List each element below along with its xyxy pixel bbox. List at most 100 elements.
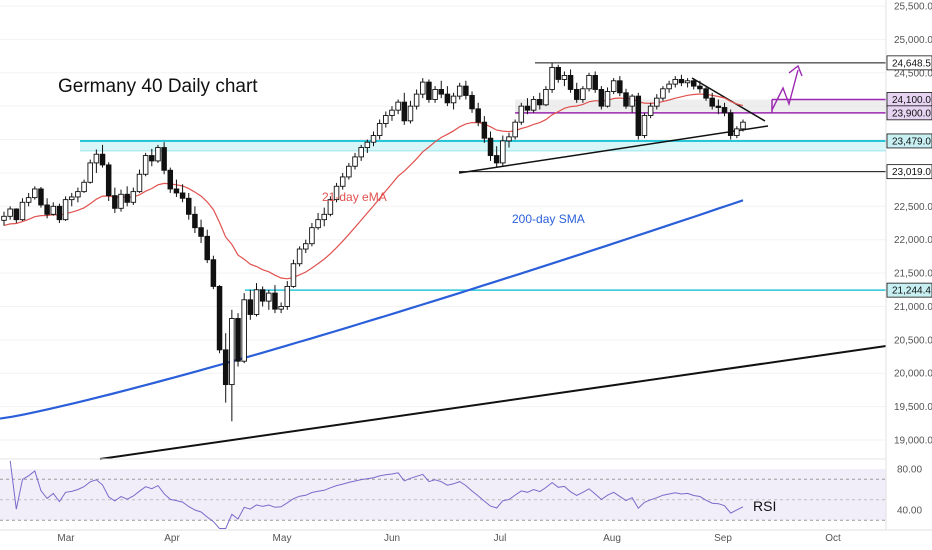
candle-body: [50, 205, 57, 215]
candle-body: [481, 121, 488, 139]
candle-body: [155, 147, 161, 162]
candle-body: [734, 128, 740, 136]
candle-body: [339, 176, 346, 187]
rsi-line: [9, 460, 744, 529]
candle-body: [247, 299, 254, 315]
candle-body: [592, 74, 598, 90]
price-tick-label: 21,500.0: [894, 269, 932, 280]
candle-body: [352, 156, 358, 167]
price-tick-label: 25,500.0: [894, 2, 932, 13]
candle-body: [216, 285, 223, 351]
support-zone: [80, 140, 886, 151]
candle-body: [561, 74, 568, 80]
candle-body: [173, 188, 180, 194]
price-level-tag-label: 24,648.5: [892, 58, 931, 69]
candle-body: [32, 188, 38, 199]
candle-body: [99, 153, 106, 166]
candle-body: [56, 205, 63, 221]
sma-label: 200-day SMA: [512, 212, 585, 226]
candle-body: [580, 88, 586, 100]
candle-body: [684, 80, 691, 84]
candle-body: [518, 105, 525, 123]
candle-body: [598, 89, 605, 107]
candle-body: [327, 199, 334, 215]
candle-body: [204, 235, 210, 261]
candle-body: [44, 204, 50, 215]
price-level-tag: [886, 164, 932, 180]
candle-body: [690, 80, 697, 87]
price-level-tag: [886, 105, 932, 121]
candle-body: [149, 155, 155, 162]
candle-body: [432, 89, 438, 100]
price-level-tags: 24,648.5 24,100.0 23,900.0 23,479.0 23,019.0…: [886, 55, 932, 298]
candle-body: [222, 349, 229, 386]
candle-body: [235, 318, 241, 362]
candle-body: [142, 155, 149, 175]
falling-resistance-trendline: [691, 77, 766, 122]
candle-body: [75, 191, 81, 198]
price-level-tag-label: 23,900.0: [892, 108, 931, 119]
month-label: Aug: [603, 533, 621, 544]
month-label: Mar: [57, 533, 75, 544]
candle-body: [426, 81, 432, 100]
candle-body: [321, 213, 327, 221]
candle-body: [407, 105, 414, 122]
time-axis[interactable]: Mar Apr May Jun Jul Aug Sep Oct: [0, 529, 932, 544]
sma-200-layer: [0, 199, 744, 420]
month-label: Apr: [164, 533, 180, 544]
candle-body: [333, 185, 340, 201]
candle-body: [512, 121, 518, 138]
candle-body: [290, 263, 297, 287]
candle-body: [130, 191, 137, 203]
candle-body: [370, 135, 377, 143]
candle-body: [493, 155, 500, 164]
candle-body: [7, 208, 13, 217]
candle-body: [487, 137, 494, 157]
candle-body: [438, 89, 444, 95]
candle-body: [740, 121, 746, 130]
candle-body: [278, 306, 284, 310]
candle-body: [715, 105, 722, 108]
trendlines: [99, 64, 887, 460]
rising-support-trendline: [458, 125, 769, 174]
candle-body: [395, 101, 401, 111]
price-grid: [0, 5, 886, 441]
candle-body: [709, 97, 715, 107]
long-trendline: [99, 345, 887, 460]
candle-body: [629, 95, 635, 107]
candle-body: [641, 115, 648, 136]
month-label: Jun: [384, 533, 400, 544]
ema-label: 21-day eMA: [322, 190, 387, 204]
candle-body: [25, 197, 32, 203]
candle-body: [81, 181, 87, 193]
candle-body: [303, 243, 309, 250]
month-label: Jul: [494, 533, 507, 544]
candle-body: [1, 215, 7, 221]
candle-body: [296, 248, 303, 265]
price-tick-label: 25,000.0: [894, 35, 932, 46]
candle-body: [346, 165, 352, 178]
candle-body: [105, 164, 112, 197]
candle-body: [703, 88, 709, 99]
candle-body: [475, 108, 481, 123]
price-level-tag-label: 24,100.0: [892, 95, 931, 106]
candle-body: [623, 92, 629, 107]
candle-body: [450, 95, 457, 104]
candle-body: [315, 219, 321, 229]
price-tick-label: 20,000.0: [894, 369, 932, 380]
candle-body: [573, 89, 580, 100]
candle-body: [266, 292, 272, 302]
price-axis[interactable]: 25,500.025,000.024,500.024,000.023,500.0…: [885, 0, 932, 530]
candle-body: [567, 74, 574, 90]
candle-body: [537, 99, 543, 106]
rsi-pane: [0, 458, 886, 529]
candle-body: [420, 81, 426, 95]
candle-body: [13, 208, 20, 221]
price-tick-label: 19,500.0: [894, 402, 932, 413]
candle-body: [469, 95, 475, 110]
candle-body: [463, 85, 469, 96]
rsi-tick-label: 80.00: [897, 465, 922, 476]
candle-body: [179, 192, 186, 199]
candle-body: [555, 66, 562, 80]
